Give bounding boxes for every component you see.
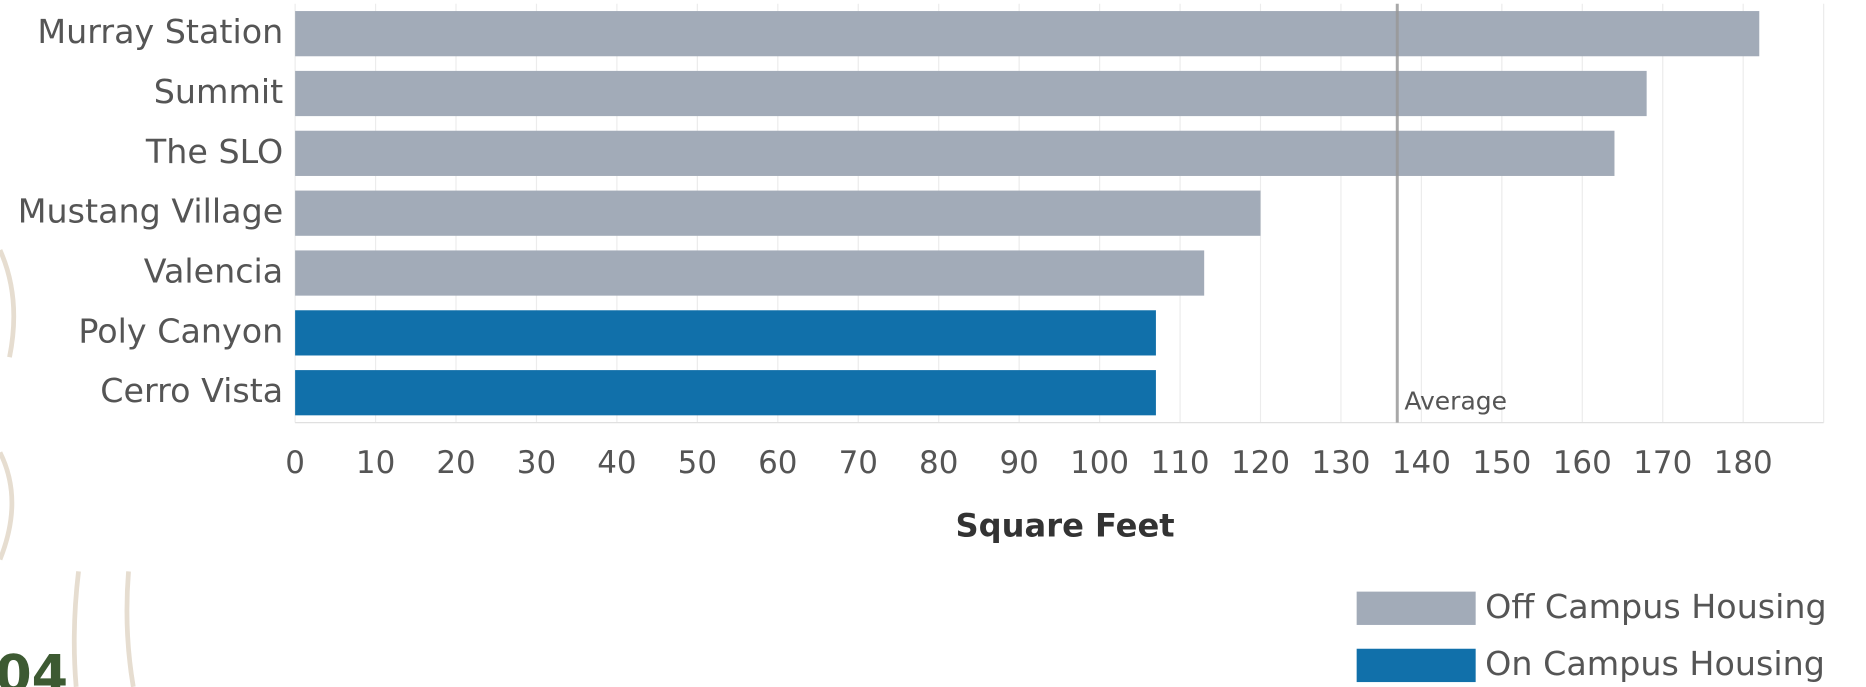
x-tick-label: 130 <box>1311 445 1370 481</box>
page-number: 04 <box>0 644 68 687</box>
bar <box>295 11 1760 57</box>
bar <box>295 70 1647 117</box>
x-tick-label: 40 <box>597 445 636 481</box>
x-tick-label: 150 <box>1472 445 1531 481</box>
decoration <box>0 249 17 561</box>
x-tick-label: 180 <box>1714 445 1773 481</box>
x-tick-label: 140 <box>1392 445 1451 481</box>
bar <box>295 130 1615 176</box>
x-tick-label: 0 <box>285 445 305 481</box>
x-tick-label: 50 <box>678 445 717 481</box>
average-label: Average <box>1404 386 1507 415</box>
x-tick-label: 90 <box>999 445 1038 481</box>
bar <box>295 250 1205 296</box>
bar <box>295 190 1261 236</box>
bar <box>295 370 1156 416</box>
y-tick-label: Cerro Vista <box>100 371 283 410</box>
x-tick-label: 110 <box>1151 445 1210 481</box>
x-axis-title: Square Feet <box>956 506 1175 544</box>
x-tick-label: 70 <box>839 445 878 481</box>
y-tick-label: The SLO <box>145 132 283 171</box>
bar <box>295 310 1156 356</box>
x-tick-label: 100 <box>1070 445 1129 481</box>
x-tick-label: 80 <box>919 445 958 481</box>
x-tick-label: 160 <box>1553 445 1612 481</box>
y-tick-label: Summit <box>154 72 283 111</box>
x-tick-label: 170 <box>1633 445 1692 481</box>
decoration <box>71 571 136 687</box>
x-tick-label: 60 <box>758 445 797 481</box>
legend-swatch <box>1356 591 1476 625</box>
y-tick-label: Valencia <box>144 252 283 291</box>
x-tick-label: 10 <box>356 445 395 481</box>
x-tick-label: 120 <box>1231 445 1290 481</box>
y-tick-label: Poly Canyon <box>78 311 283 350</box>
y-tick-label: Murray Station <box>37 12 283 51</box>
legend-label: Off Campus Housing <box>1485 587 1827 626</box>
legend-label: On Campus Housing <box>1485 644 1825 683</box>
x-tick-label: 20 <box>436 445 475 481</box>
legend-swatch <box>1356 648 1476 683</box>
x-tick-label: 30 <box>517 445 556 481</box>
y-tick-label: Mustang Village <box>18 192 283 231</box>
